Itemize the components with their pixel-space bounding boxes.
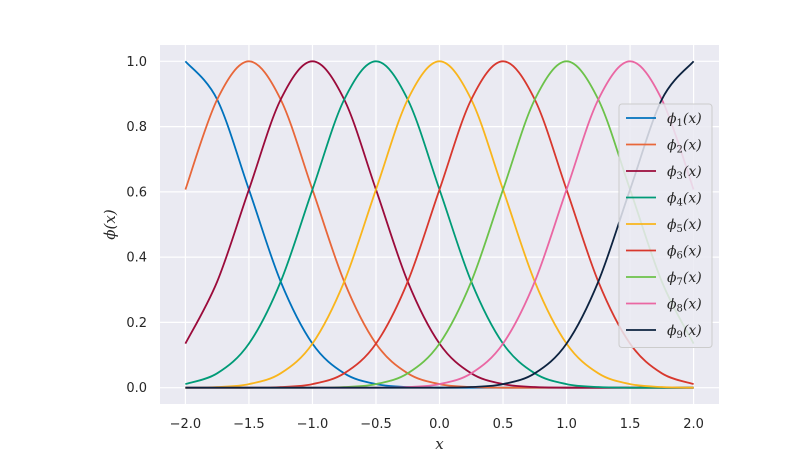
y-tick-label-3: 0.6: [126, 185, 147, 200]
y-tick-label-5: 1.0: [126, 55, 147, 70]
x-axis-label: x: [435, 435, 444, 450]
y-axis-label: ϕ(x): [101, 209, 119, 240]
x-tick-label-3: −0.5: [360, 417, 392, 432]
y-tick-label-1: 0.2: [126, 316, 147, 331]
legend-box: [618, 103, 713, 348]
legend-label-phi-1: ϕ1(x): [667, 111, 702, 129]
legend-label-phi-7: ϕ7(x): [667, 270, 702, 288]
series-lines: [184, 60, 695, 389]
legend-label-phi-4: ϕ4(x): [667, 191, 702, 209]
x-tick-label-6: 1.0: [556, 417, 577, 432]
y-tick-label-2: 0.4: [126, 251, 147, 266]
legend-label-phi-9: ϕ9(x): [667, 323, 702, 341]
x-tick-label-1: −1.5: [233, 417, 265, 432]
series-line-phi-4: [185, 60, 694, 389]
y-tick-label-0: 0.0: [126, 381, 147, 396]
x-tick-label-0: −2.0: [170, 417, 202, 432]
series-line-phi-9: [185, 60, 695, 389]
legend-label-phi-2: ϕ2(x): [667, 138, 702, 156]
legend-label-phi-8: ϕ8(x): [667, 297, 702, 315]
legend-label-phi-3: ϕ3(x): [667, 164, 702, 182]
x-tick-label-5: 0.5: [493, 417, 514, 432]
series-line-phi-5: [185, 60, 694, 389]
y-tick-label-4: 0.8: [126, 120, 147, 135]
x-tick-label-2: −1.0: [297, 417, 329, 432]
legend-label-phi-6: ϕ6(x): [667, 244, 702, 262]
x-tick-label-4: 0.0: [429, 417, 450, 432]
x-tick-label-8: 2.0: [683, 417, 704, 432]
tick-labels: −2.0 −1.5 −1.0 −0.5 0.0 0.5 1.0 1.5 2.0 0.0 0.2 0.4…: [126, 55, 704, 432]
x-tick-label-7: 1.5: [620, 417, 641, 432]
legend-label-phi-5: ϕ5(x): [667, 217, 702, 235]
legend: ϕ1(x) ϕ2(x) ϕ3(x) ϕ4(x) ϕ5(x) ϕ6(x) ϕ7(x) ϕ8(x)…: [618, 103, 713, 348]
